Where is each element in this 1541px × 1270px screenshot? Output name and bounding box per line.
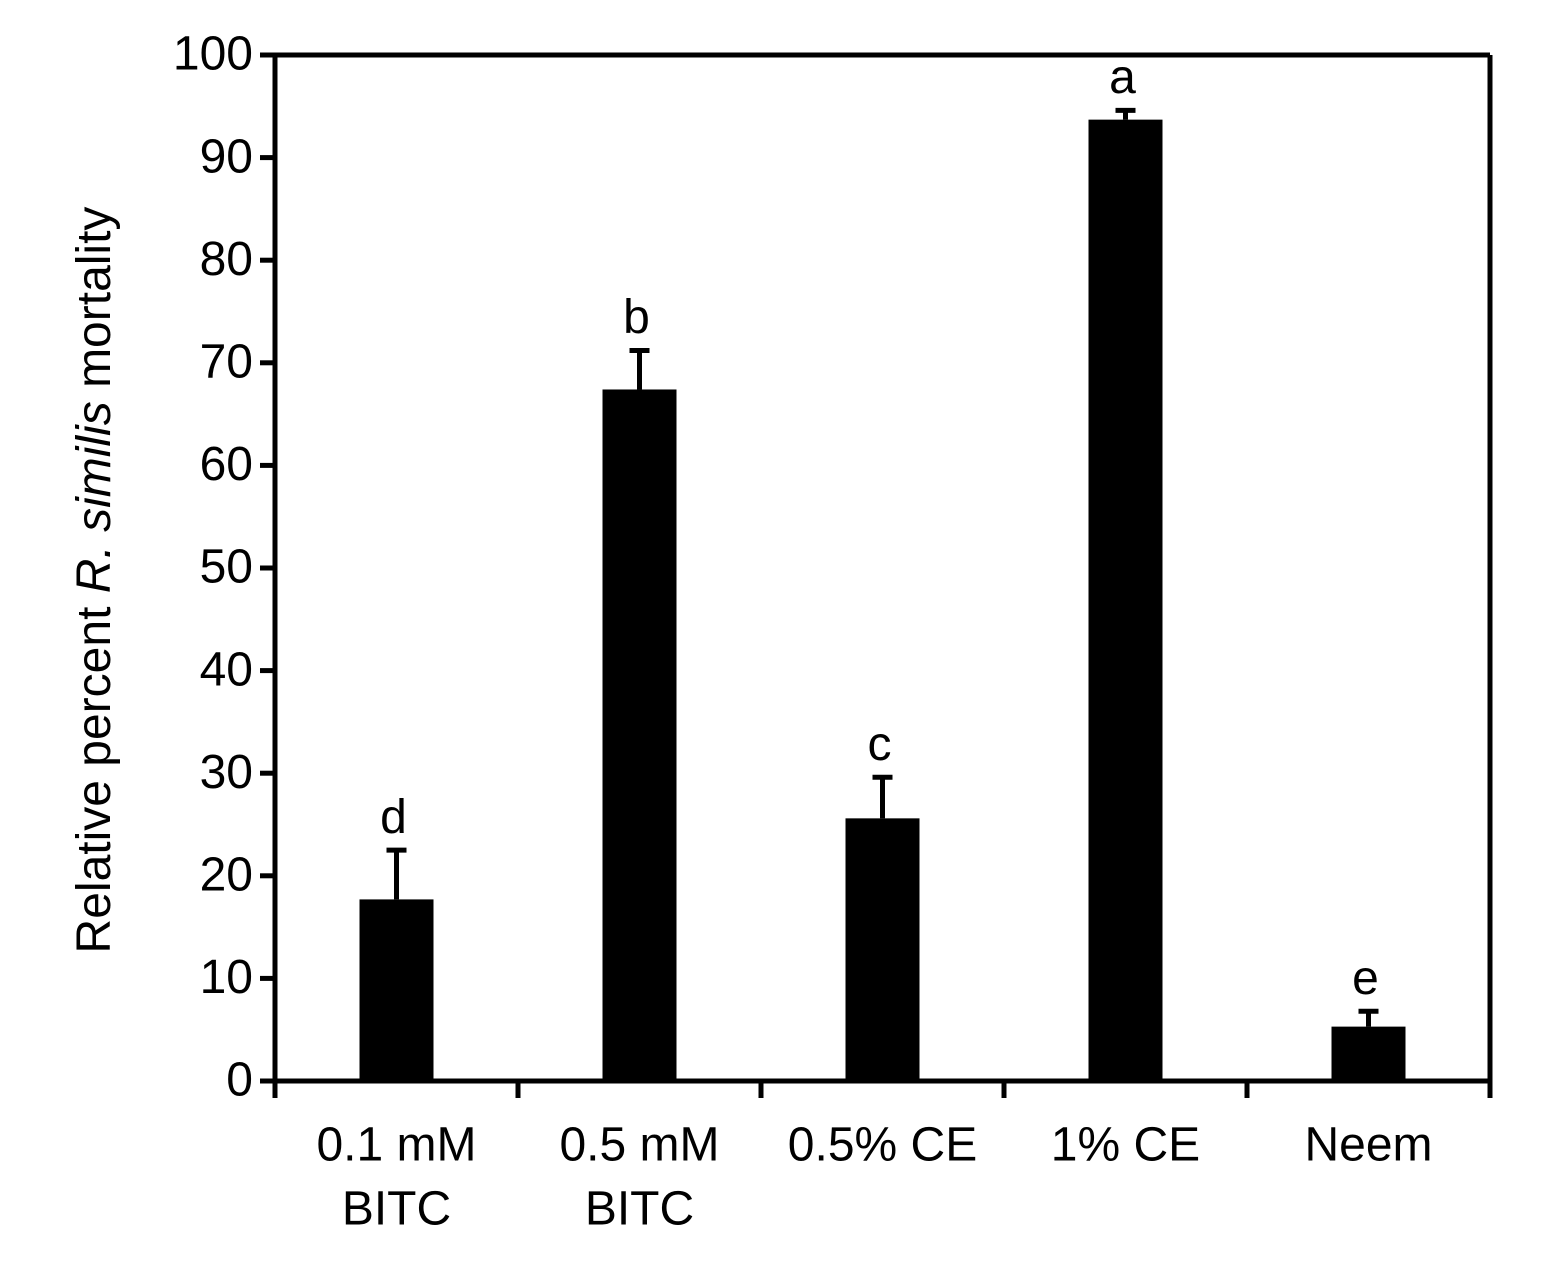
y-tick-label: 70	[200, 335, 253, 388]
annotation: b	[623, 291, 650, 344]
y-tick-label: 100	[173, 28, 253, 81]
bar	[359, 899, 434, 1081]
y-tick-label: 30	[200, 746, 253, 799]
x-tick-label: 0.1 mM	[316, 1119, 476, 1172]
x-tick-label: Neem	[1304, 1119, 1432, 1172]
y-tick-label: 80	[200, 233, 253, 286]
x-tick-label: 0.5 mM	[559, 1119, 719, 1172]
y-axis-label-part: mortality	[68, 207, 121, 402]
bar	[1331, 1026, 1406, 1081]
y-tick-label: 20	[200, 848, 253, 901]
annotation: c	[868, 718, 892, 771]
annotation: e	[1352, 952, 1379, 1005]
y-axis-label: Relative percent R. similis mortality	[68, 207, 121, 954]
bar	[602, 389, 677, 1081]
annotation: a	[1109, 51, 1136, 104]
y-tick-label: 10	[200, 951, 253, 1004]
y-axis-label-part: R. similis	[68, 401, 121, 593]
x-tick-label: 0.5% CE	[788, 1119, 977, 1172]
y-tick-label: 90	[200, 130, 253, 183]
y-tick-label: 40	[200, 643, 253, 696]
y-tick-label: 50	[200, 541, 253, 594]
bar	[1088, 119, 1163, 1081]
bar	[845, 818, 920, 1081]
annotation: d	[380, 791, 407, 844]
x-tick-label: BITC	[585, 1183, 694, 1236]
y-tick-label: 0	[226, 1054, 253, 1107]
x-tick-label: 1% CE	[1051, 1119, 1200, 1172]
x-tick-label: BITC	[342, 1183, 451, 1236]
y-axis-label-part: Relative percent	[68, 593, 121, 953]
y-tick-label: 60	[200, 438, 253, 491]
